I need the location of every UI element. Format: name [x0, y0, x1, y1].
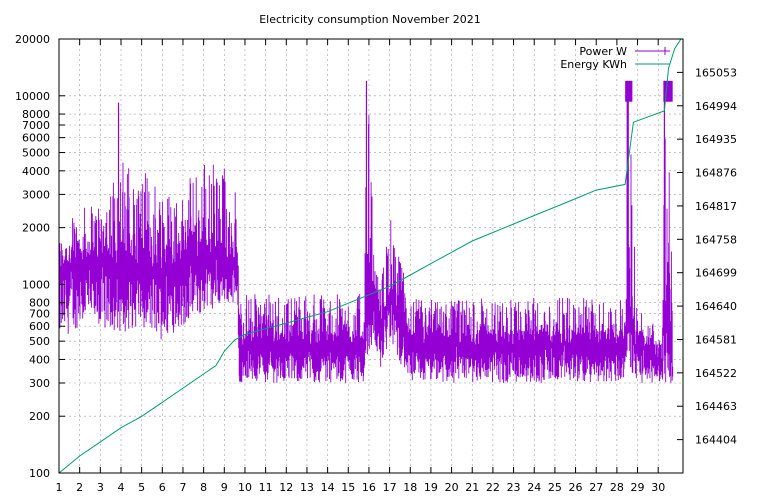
y-tick-label: 7000: [22, 119, 50, 132]
x-tick-label: 28: [610, 481, 624, 494]
legend: Power W Energy KWh: [560, 45, 670, 71]
x-tick-label: 16: [362, 481, 376, 494]
y-tick-label: 100: [29, 467, 50, 480]
y-tick-label: 4000: [22, 165, 50, 178]
y-tick-label: 400: [29, 353, 50, 366]
x-tick-label: 6: [159, 481, 166, 494]
x-tick-label: 10: [238, 481, 252, 494]
x-tick-label: 5: [138, 481, 145, 494]
x-tick-label: 25: [548, 481, 562, 494]
x-tick-label: 3: [97, 481, 104, 494]
x-tick-label: 1: [56, 481, 63, 494]
y-tick-label: 700: [29, 308, 50, 321]
x-tick-label: 18: [403, 481, 417, 494]
x-tick-label: 27: [589, 481, 603, 494]
x-tick-label: 30: [651, 481, 665, 494]
y-tick-label: 200: [29, 410, 50, 423]
power-block: [625, 80, 633, 102]
power-series: [58, 80, 674, 383]
x-tick-label: 13: [300, 481, 314, 494]
y2-tick-label: 164581: [695, 333, 737, 346]
power-block: [663, 80, 673, 102]
x-tick-label: 14: [321, 481, 335, 494]
y2-tick-label: 164463: [695, 400, 737, 413]
y2-tick-label: 165053: [695, 66, 737, 79]
y2-tick-label: 164817: [695, 200, 737, 213]
y-tick-label: 10000: [15, 90, 50, 103]
plot-frame: [58, 38, 684, 474]
x-tick-label: 20: [445, 481, 459, 494]
y2-tick-label: 164758: [695, 233, 737, 246]
x-tick-label: 15: [341, 481, 355, 494]
x-tick-label: 9: [221, 481, 228, 494]
y2-tick-label: 164404: [695, 434, 737, 447]
x-tick-label: 7: [179, 481, 186, 494]
x-tick-label: 29: [631, 481, 645, 494]
energy-line: [58, 38, 682, 474]
x-tick-label: 22: [486, 481, 500, 494]
x-tick-label: 12: [279, 481, 293, 494]
y-tick-label: 3000: [22, 188, 50, 201]
energy-series: [58, 38, 682, 474]
y2-tick-label: 164640: [695, 300, 737, 313]
chart-title: Electricity consumption November 2021: [259, 13, 481, 26]
legend-label-power: Power W: [579, 45, 627, 58]
y-tick-label: 8000: [22, 108, 50, 121]
y2-tick-label: 164994: [695, 100, 737, 113]
y2-tick-label: 164522: [695, 367, 737, 380]
y2-tick-label: 164699: [695, 267, 737, 280]
x-tick-label: 17: [383, 481, 397, 494]
y-tick-label: 20000: [15, 33, 50, 46]
x-tick-label: 4: [117, 481, 124, 494]
y-tick-label: 6000: [22, 132, 50, 145]
y-tick-label: 2000: [22, 222, 50, 235]
y2-tick-label: 164935: [695, 133, 737, 146]
x-tick-label: 23: [507, 481, 521, 494]
y-tick-label: 600: [29, 320, 50, 333]
y-tick-label: 5000: [22, 147, 50, 160]
y-tick-label: 500: [29, 335, 50, 348]
x-tick-label: 26: [569, 481, 583, 494]
y-tick-label: 800: [29, 297, 50, 310]
x-tick-label: 2: [76, 481, 83, 494]
y2-tick-label: 164876: [695, 167, 737, 180]
legend-label-energy: Energy KWh: [560, 58, 627, 71]
y-tick-label: 300: [29, 377, 50, 390]
x-tick-label: 21: [465, 481, 479, 494]
x-tick-label: 11: [259, 481, 273, 494]
y-tick-label: 1000: [22, 278, 50, 291]
axis-ticks: 1 2 3 4 5 6 7 8 9 10 11 12 13 14 15 16 17 18 19 20 21 22 23 24 2…: [15, 33, 737, 494]
x-tick-label: 24: [527, 481, 541, 494]
x-tick-label: 19: [424, 481, 438, 494]
x-tick-label: 8: [200, 481, 207, 494]
